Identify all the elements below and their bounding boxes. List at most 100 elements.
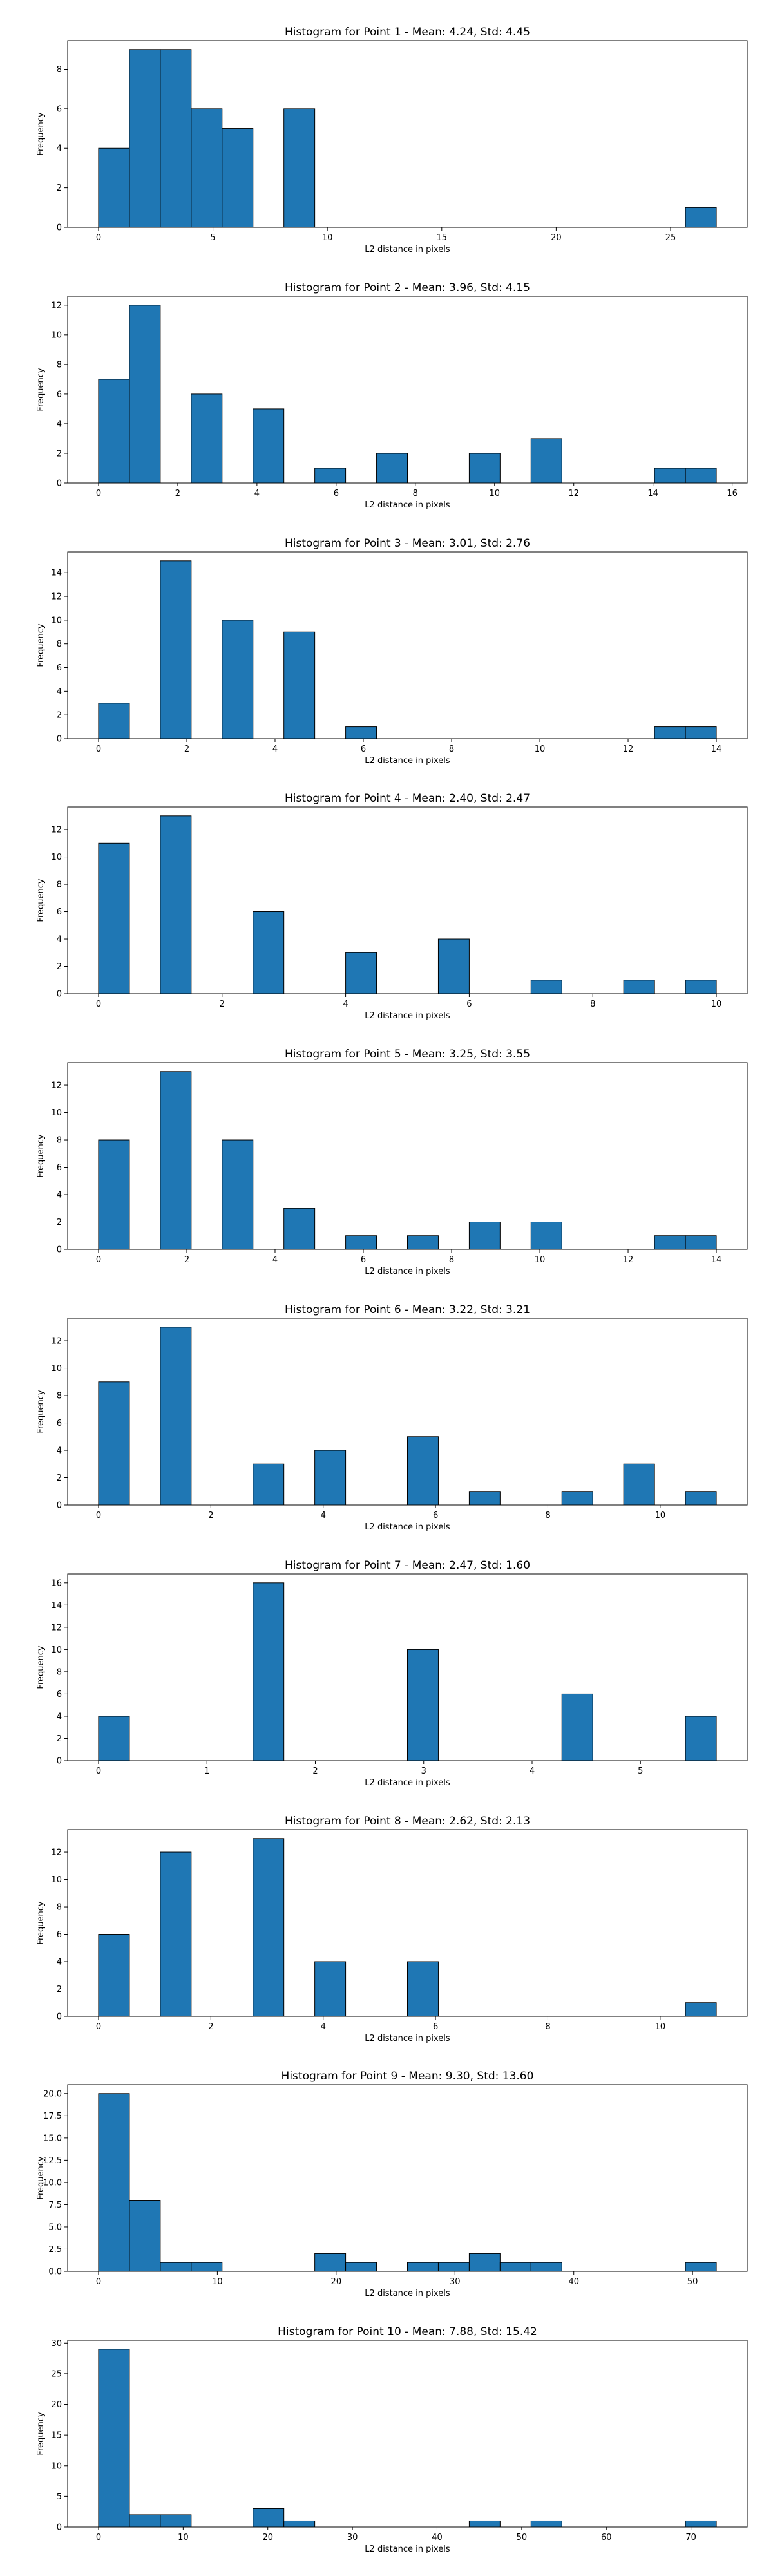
y-axis-label: Frequency <box>36 1390 46 1433</box>
y-tick-label: 10 <box>51 1364 62 1374</box>
y-tick-label: 7.5 <box>48 2201 62 2210</box>
histogram-bar <box>98 379 130 484</box>
histogram-bar <box>345 726 377 739</box>
y-tick-label: 8 <box>57 65 62 75</box>
x-tick-label: 0 <box>96 1255 101 1265</box>
y-tick-label: 12 <box>51 826 62 835</box>
histogram-bar <box>623 980 655 994</box>
y-tick-label: 0 <box>57 223 62 233</box>
x-tick-label: 60 <box>601 2533 612 2543</box>
y-tick-label: 8 <box>57 1392 62 1401</box>
histogram-chart-3: Histogram for Point 3 - Mean: 3.01, Std:… <box>0 511 773 766</box>
histogram-bar <box>160 1852 192 2017</box>
x-axis-label: L2 distance in pixels <box>365 1267 450 1276</box>
histogram-bar <box>654 726 686 739</box>
y-tick-label: 4 <box>57 144 62 154</box>
y-axis-label: Frequency <box>36 1134 46 1177</box>
histogram-bar <box>561 1491 593 1506</box>
x-tick-label: 10 <box>535 744 546 754</box>
y-tick-label: 4 <box>57 935 62 945</box>
histogram-bar <box>468 1222 501 1250</box>
x-tick-label: 2 <box>175 489 180 498</box>
x-tick-label: 10 <box>655 1511 666 1520</box>
x-tick-label: 1 <box>204 1766 209 1776</box>
y-tick-label: 10 <box>51 853 62 862</box>
y-tick-label: 2 <box>57 711 62 721</box>
x-tick-label: 8 <box>413 489 418 498</box>
x-tick-label: 10 <box>322 233 333 243</box>
y-tick-label: 15.0 <box>43 2134 62 2143</box>
x-tick-label: 30 <box>450 2277 461 2287</box>
histogram-bar <box>530 2520 562 2528</box>
y-tick-label: 6 <box>57 1163 62 1173</box>
y-tick-label: 8 <box>57 360 62 370</box>
histogram-bar <box>129 305 161 484</box>
histogram-bar <box>283 631 316 739</box>
y-tick-label: 2.5 <box>48 2245 62 2255</box>
y-tick-label: 0 <box>57 1245 62 1255</box>
chart-svg: Histogram for Point 7 - Mean: 2.47, Std:… <box>36 1559 748 1788</box>
y-tick-label: 20.0 <box>43 2089 62 2099</box>
histogram-chart-7: Histogram for Point 7 - Mean: 2.47, Std:… <box>0 1533 773 1788</box>
histogram-bar <box>685 2520 717 2528</box>
y-tick-label: 2 <box>57 1218 62 1227</box>
x-tick-label: 14 <box>711 1255 722 1265</box>
x-tick-label: 6 <box>361 1255 366 1265</box>
plot-area-frame <box>67 551 748 739</box>
x-tick-label: 12 <box>568 489 579 498</box>
chart-svg: Histogram for Point 4 - Mean: 2.40, Std:… <box>36 792 748 1021</box>
y-tick-label: 0 <box>57 2012 62 2022</box>
y-tick-label: 4 <box>57 687 62 697</box>
x-tick-label: 2 <box>208 2022 213 2032</box>
x-tick-label: 0 <box>96 489 101 498</box>
x-tick-label: 4 <box>321 1511 326 1520</box>
x-tick-label: 14 <box>711 744 722 754</box>
x-tick-label: 2 <box>312 1766 318 1776</box>
x-tick-label: 5 <box>638 1766 643 1776</box>
histogram-bar <box>314 1961 347 2017</box>
y-tick-label: 6 <box>57 663 62 673</box>
y-tick-label: 0 <box>57 1501 62 1511</box>
x-axis-label: L2 distance in pixels <box>365 1522 450 1532</box>
histogram-bar <box>407 1649 439 1761</box>
y-tick-label: 12 <box>51 1337 62 1347</box>
histogram-bar <box>253 1463 285 1506</box>
y-tick-label: 4 <box>57 419 62 429</box>
y-axis-label: Frequency <box>36 2156 46 2199</box>
y-tick-label: 6 <box>57 907 62 917</box>
chart-title: Histogram for Point 7 - Mean: 2.47, Std:… <box>285 1559 530 1572</box>
histogram-bar <box>685 207 717 228</box>
histogram-bar <box>685 726 717 739</box>
x-axis-label: L2 distance in pixels <box>365 245 450 254</box>
x-tick-label: 14 <box>647 489 658 498</box>
histogram-bar <box>191 108 223 228</box>
histogram-bar <box>407 2262 439 2272</box>
y-tick-label: 0 <box>57 479 62 489</box>
histogram-bar <box>345 2262 377 2272</box>
histogram-bar <box>685 468 717 484</box>
y-tick-label: 10 <box>51 2461 62 2471</box>
y-axis-label: Frequency <box>36 878 46 922</box>
x-tick-label: 2 <box>184 744 189 754</box>
y-tick-label: 6 <box>57 1690 62 1700</box>
chart-svg: Histogram for Point 6 - Mean: 3.22, Std:… <box>36 1303 748 1532</box>
y-tick-label: 2 <box>57 1985 62 1994</box>
x-tick-label: 20 <box>262 2533 273 2543</box>
histogram-bar <box>685 1491 717 1506</box>
y-tick-label: 2 <box>57 1734 62 1744</box>
histogram-bar <box>222 128 254 228</box>
histogram-bar <box>407 1961 439 2017</box>
x-tick-label: 8 <box>545 1511 550 1520</box>
y-tick-label: 14 <box>51 1601 62 1611</box>
histogram-bar <box>437 2262 470 2272</box>
histogram-bar <box>530 980 562 994</box>
x-tick-label: 50 <box>517 2533 528 2543</box>
x-tick-label: 0 <box>96 2277 101 2287</box>
y-axis-label: Frequency <box>36 1901 46 1944</box>
x-tick-label: 40 <box>568 2277 579 2287</box>
histogram-bar <box>129 2514 161 2528</box>
histogram-bar <box>253 2508 285 2528</box>
x-tick-label: 4 <box>272 744 278 754</box>
histogram-chart-8: Histogram for Point 8 - Mean: 2.62, Std:… <box>0 1789 773 2044</box>
y-tick-label: 12 <box>51 301 62 310</box>
